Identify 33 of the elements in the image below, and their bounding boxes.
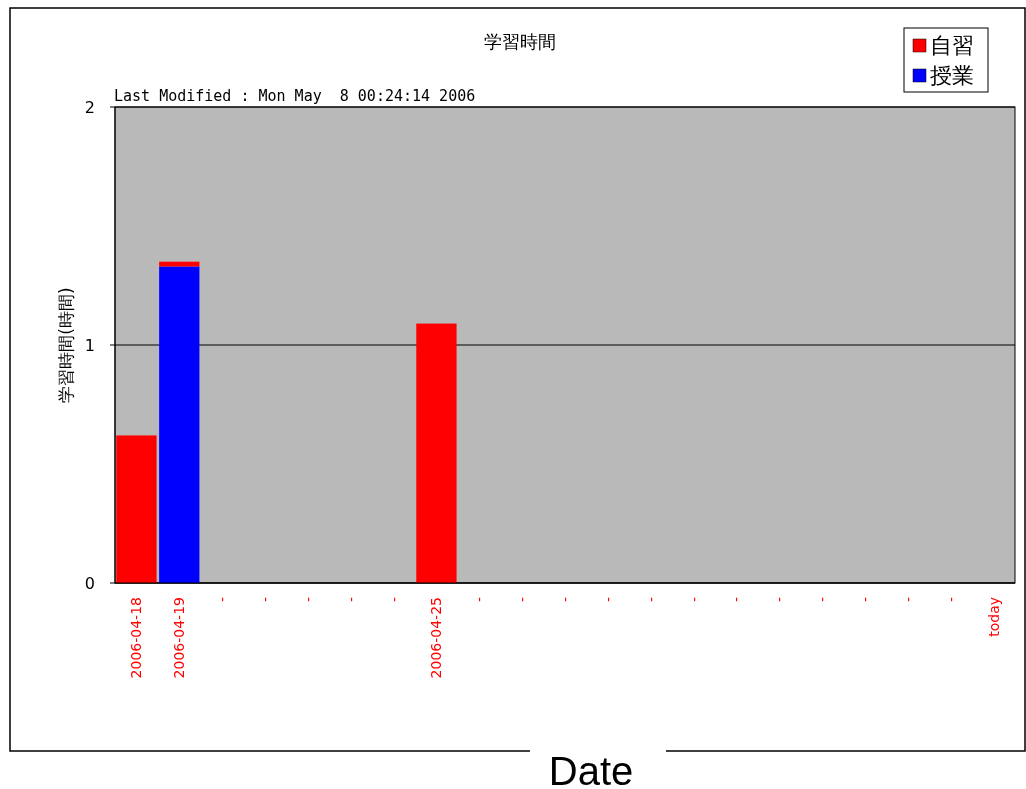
y-tick-label: 0 xyxy=(84,574,95,593)
x-axis-title: Date xyxy=(548,749,634,789)
x-tick-label: 2006-04-18 xyxy=(128,597,145,679)
x-tick-label: - xyxy=(385,597,402,603)
legend-label: 自習 xyxy=(930,33,974,58)
x-tick-label: - xyxy=(642,597,659,603)
bar xyxy=(416,323,457,583)
x-tick-label: - xyxy=(557,597,573,603)
x-tick-label: - xyxy=(214,597,231,603)
x-tick-label: - xyxy=(728,597,745,603)
y-axis-title: 学習時間(時間) xyxy=(56,287,76,403)
x-tick-label: - xyxy=(257,597,273,603)
x-tick-label: - xyxy=(299,597,316,603)
x-tick-label: - xyxy=(342,597,359,603)
x-tick-label: - xyxy=(771,597,788,603)
x-tick-label: - xyxy=(685,597,702,603)
x-tick-label: 2006-04-19 xyxy=(171,597,188,679)
legend-label: 授業 xyxy=(930,63,974,88)
x-tick-label: - xyxy=(514,597,531,603)
text: Last Modified : Mon May 8 00:24:14 2006 xyxy=(114,87,476,105)
x-tick-label: - xyxy=(857,597,873,603)
x-tick-label: - xyxy=(471,597,488,603)
x-tick-label: - xyxy=(814,597,831,603)
y-tick-label: 1 xyxy=(84,336,95,355)
x-tick-label: - xyxy=(599,597,616,603)
x-tick-label: - xyxy=(942,597,959,603)
bar xyxy=(159,266,200,583)
y-tick-label: 2 xyxy=(84,98,95,117)
x-tick-label: - xyxy=(899,597,916,603)
x-tick-label: 2006-04-25 xyxy=(428,597,445,679)
bar xyxy=(116,435,157,583)
x-tick-label: today xyxy=(985,597,1002,637)
chart-title: 学習時間 xyxy=(484,31,556,52)
